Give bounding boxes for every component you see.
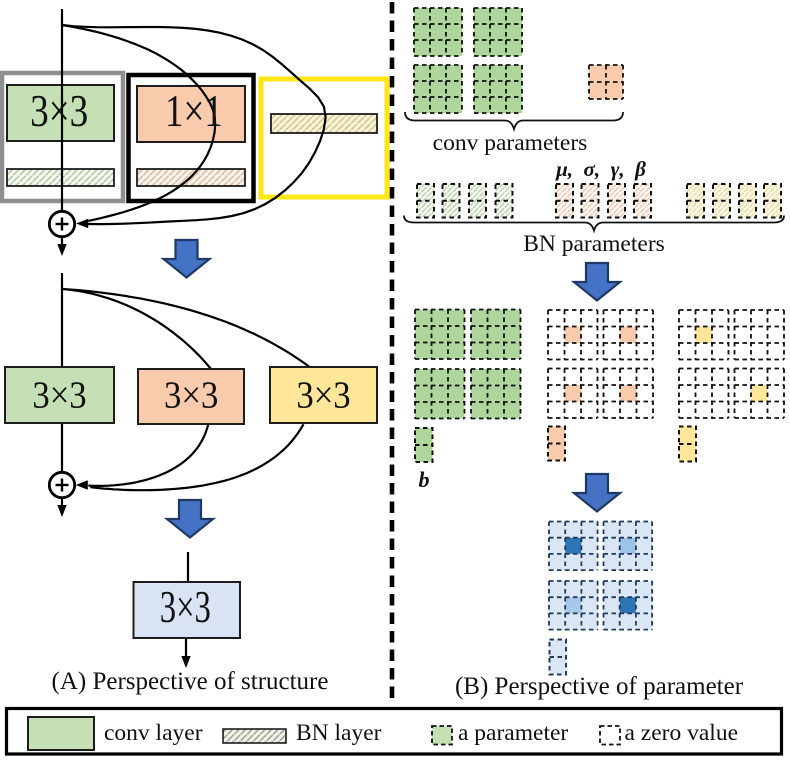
svg-text:BN layer: BN layer — [296, 720, 382, 746]
svg-text:3×3: 3×3 — [32, 375, 86, 417]
svg-text:a parameter: a parameter — [458, 720, 568, 746]
svg-text:(B) Perspective of parameter: (B) Perspective of parameter — [455, 673, 744, 700]
svg-text:a zero value: a zero value — [625, 720, 739, 746]
svg-text:1×1: 1×1 — [165, 86, 223, 136]
svg-text:μ, σ, γ, β: μ, σ, γ, β — [555, 157, 646, 181]
svg-text:3×3: 3×3 — [164, 375, 218, 417]
svg-text:3×3: 3×3 — [160, 581, 211, 632]
svg-text:3×3: 3×3 — [30, 85, 88, 136]
svg-text:conv layer: conv layer — [104, 720, 203, 746]
svg-text:conv parameters: conv parameters — [433, 130, 588, 156]
svg-text:b: b — [419, 467, 430, 492]
svg-text:3×3: 3×3 — [296, 375, 350, 417]
svg-text:BN parameters: BN parameters — [523, 231, 665, 257]
svg-text:(A) Perspective of structure: (A) Perspective of structure — [52, 668, 329, 695]
